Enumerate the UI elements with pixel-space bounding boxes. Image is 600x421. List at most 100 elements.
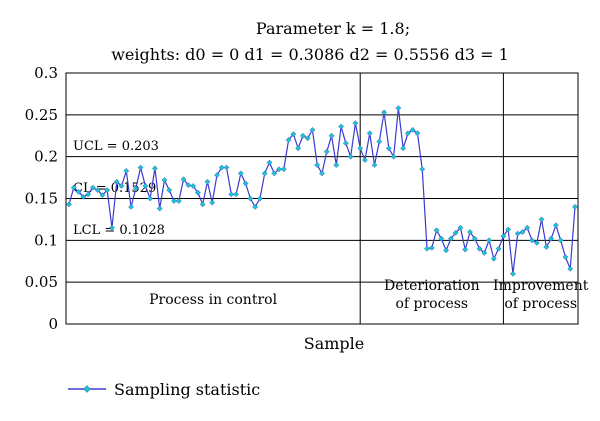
- data-point-26: [185, 182, 192, 188]
- region-label-1-0: Deterioration: [384, 278, 480, 294]
- data-point-80: [443, 247, 449, 254]
- data-point-51: [304, 135, 311, 142]
- data-point-6: [89, 184, 96, 191]
- data-point-7: [94, 187, 101, 194]
- data-point-30: [204, 178, 211, 185]
- data-point-107: [572, 203, 578, 210]
- data-point-24: [175, 198, 182, 204]
- data-point-66: [376, 138, 383, 145]
- y-tick-label-2: 0.1: [34, 231, 58, 249]
- data-point-2: [70, 184, 77, 191]
- data-point-11: [113, 178, 120, 185]
- data-point-71: [400, 145, 407, 152]
- data-point-101: [543, 244, 550, 250]
- data-point-99: [533, 239, 540, 246]
- data-point-62: [357, 145, 364, 152]
- region-labels: Process in control Deterioration of proces…: [149, 278, 589, 312]
- data-point-47: [285, 137, 292, 143]
- data-point-34: [223, 164, 230, 171]
- data-point-12: [118, 183, 125, 189]
- data-point-96: [519, 229, 526, 235]
- data-point-106: [567, 265, 574, 272]
- series-sampling-statistic: [66, 105, 578, 277]
- data-point-1: [66, 201, 72, 208]
- control-limit-labels: UCL = 0.203 CL = 0.1529 LCL = 0.1028: [73, 139, 165, 238]
- data-point-83: [457, 224, 464, 231]
- data-point-104: [557, 237, 564, 244]
- data-point-4: [80, 193, 87, 200]
- data-point-58: [338, 123, 344, 130]
- data-point-94: [510, 270, 516, 277]
- data-point-15: [132, 185, 139, 192]
- y-tick-label-3: 0.15: [25, 190, 58, 208]
- data-point-9: [104, 187, 111, 194]
- data-point-67: [381, 109, 387, 116]
- data-point-8: [99, 192, 106, 199]
- data-point-10: [109, 224, 115, 231]
- data-point-36: [233, 191, 239, 198]
- data-point-105: [562, 254, 569, 260]
- data-point-85: [467, 229, 473, 235]
- data-point-20: [156, 205, 163, 212]
- data-point-56: [328, 132, 335, 139]
- data-point-22: [166, 187, 173, 194]
- y-tick-label-4: 0.2: [34, 148, 58, 166]
- data-point-89: [486, 237, 492, 244]
- data-point-18: [147, 195, 154, 202]
- data-point-79: [438, 235, 445, 242]
- y-axis-ticks: 0 0.05 0.1 0.15 0.2 0.25 0.3: [25, 64, 58, 333]
- control-limit-label-2: LCL = 0.1028: [73, 223, 165, 238]
- data-point-53: [314, 162, 321, 168]
- data-point-33: [218, 164, 225, 171]
- data-point-60: [347, 153, 354, 160]
- data-point-73: [409, 127, 416, 133]
- chart-title-line-2: weights: d0 = 0 d1 = 0.3086 d2 = 0.5556 …: [111, 45, 509, 64]
- data-point-42: [261, 170, 268, 177]
- legend: Sampling statistic: [68, 380, 260, 399]
- data-point-46: [280, 166, 287, 173]
- data-point-27: [190, 183, 196, 189]
- data-point-21: [161, 177, 168, 183]
- data-point-86: [471, 235, 478, 242]
- region-dividers: [359, 73, 504, 324]
- data-point-81: [448, 235, 454, 242]
- data-point-64: [366, 130, 373, 137]
- data-point-55: [323, 148, 330, 155]
- data-point-25: [180, 176, 187, 183]
- data-point-54: [319, 170, 325, 177]
- data-point-72: [405, 130, 411, 137]
- data-point-87: [476, 245, 483, 252]
- data-point-59: [342, 140, 349, 147]
- data-point-52: [309, 127, 316, 133]
- data-point-103: [553, 222, 559, 229]
- data-point-63: [362, 157, 368, 163]
- data-point-98: [529, 237, 535, 244]
- data-point-49: [295, 145, 302, 152]
- data-point-84: [462, 246, 469, 253]
- legend-label: Sampling statistic: [114, 380, 260, 399]
- data-point-45: [276, 166, 282, 173]
- data-point-32: [214, 172, 220, 178]
- x-axis-label: Sample: [304, 334, 365, 353]
- data-point-91: [495, 245, 502, 252]
- data-point-70: [395, 105, 402, 112]
- control-limit-label-1: CL = 0.1529: [73, 181, 156, 196]
- data-point-82: [452, 229, 459, 236]
- y-tick-label-5: 0.25: [25, 106, 58, 124]
- y-tick-label-1: 0.05: [25, 273, 58, 291]
- data-point-41: [257, 195, 263, 202]
- data-point-37: [237, 170, 244, 177]
- data-point-74: [414, 130, 421, 137]
- data-point-19: [152, 165, 158, 172]
- data-point-44: [271, 170, 278, 177]
- data-point-68: [385, 145, 392, 152]
- legend-marker: [83, 385, 91, 393]
- data-point-97: [524, 224, 531, 231]
- data-point-88: [481, 250, 488, 256]
- data-point-75: [419, 166, 426, 173]
- data-point-40: [252, 203, 259, 210]
- region-label-1-1: of process: [395, 296, 468, 312]
- data-point-69: [390, 153, 397, 160]
- data-point-92: [500, 233, 507, 240]
